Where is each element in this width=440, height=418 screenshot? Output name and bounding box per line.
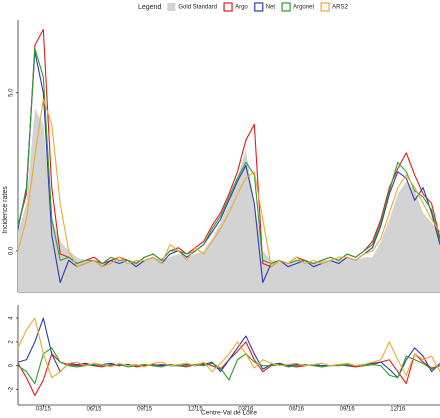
series-line	[17, 28, 440, 268]
legend-label: Argo	[235, 5, 248, 11]
x-tick-label: 06/15	[86, 407, 102, 413]
legend-label: ARS2	[332, 5, 348, 11]
x-tick-label: 12/15	[188, 407, 204, 413]
legend-swatch	[281, 2, 291, 12]
legend-swatch	[320, 2, 330, 12]
legend-swatch	[167, 3, 176, 11]
y-tick-label: 0	[9, 363, 15, 367]
legend-label: Argonet	[293, 5, 314, 11]
y-tick-label: -2	[9, 386, 15, 392]
y-tick-label: 5.0	[9, 88, 15, 97]
legend-label: Net	[266, 5, 276, 11]
x-tick-label: 09/16	[340, 407, 356, 413]
legend-swatch	[223, 2, 233, 12]
series-line	[17, 317, 440, 379]
legend-swatch	[254, 2, 264, 12]
y-tick-label: 2	[9, 340, 15, 344]
y-tick-label: 4	[9, 316, 15, 320]
series-line	[17, 98, 440, 268]
x-tick-label: 06/16	[289, 407, 305, 413]
area	[18, 108, 440, 292]
y-axis-label: Incidence rates	[2, 186, 9, 234]
series-line	[17, 341, 440, 397]
x-tick-label: 03/15	[36, 407, 52, 413]
y-tick-label: 0.0	[9, 246, 15, 255]
legend-label: Gold Standard	[178, 5, 217, 11]
legend-title: Legend	[138, 4, 161, 11]
x-tick-label: 09/15	[137, 407, 153, 413]
series-line	[17, 47, 440, 265]
x-tick-label: 12/16	[390, 407, 406, 413]
x-tick-label: 03/16	[238, 407, 254, 413]
x-axis-label: Centre-Val de Loire	[201, 410, 257, 417]
series-line	[17, 317, 440, 379]
